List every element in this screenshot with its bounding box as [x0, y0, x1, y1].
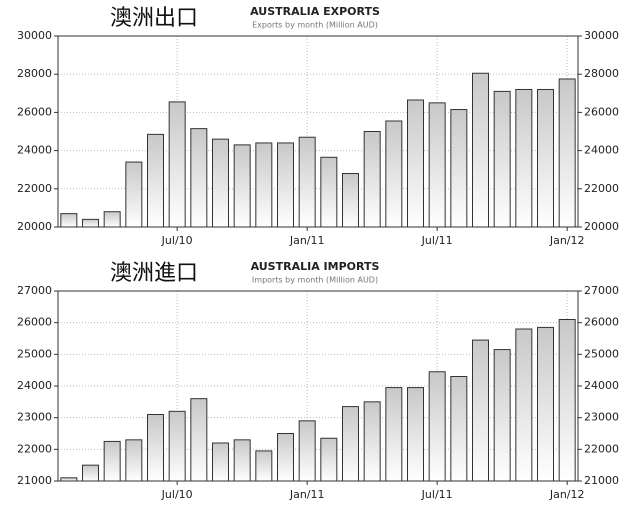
- chart-title: AUSTRALIA EXPORTS: [250, 5, 380, 18]
- y2-tick-label: 21000: [584, 474, 619, 487]
- bar: [190, 398, 208, 482]
- bar: [472, 339, 489, 482]
- plot-frame: [57, 35, 579, 228]
- y-tick-label: 26000: [17, 105, 52, 118]
- bar: [342, 406, 359, 482]
- y-tick-label: 21000: [17, 474, 52, 487]
- bar: [407, 99, 424, 228]
- y2-tick-label: 26000: [584, 316, 619, 329]
- y-tick-label: 20000: [17, 220, 52, 233]
- y-tick-label: 30000: [17, 29, 52, 42]
- x-tick-label: Jan/11: [289, 488, 325, 501]
- x-tick-label: Jan/12: [549, 234, 585, 247]
- bar: [233, 439, 251, 482]
- bar: [212, 442, 229, 482]
- annotation: 澳洲出口: [110, 6, 198, 31]
- y2-tick-label: 28000: [584, 67, 619, 80]
- bar: [320, 156, 338, 228]
- bar: [82, 218, 99, 228]
- bar: [537, 88, 554, 228]
- bar: [233, 144, 251, 228]
- bar: [125, 439, 143, 482]
- bar: [168, 410, 186, 482]
- y2-tick-label: 22000: [584, 182, 619, 195]
- bar: [298, 136, 316, 228]
- bar: [493, 349, 511, 482]
- bar: [385, 120, 403, 228]
- y2-tick-label: 25000: [584, 347, 619, 360]
- chart-subtitle: Imports by month (Million AUD): [252, 276, 378, 285]
- x-tick-label: Jan/11: [289, 234, 325, 247]
- y-tick-label: 25000: [17, 347, 52, 360]
- bar: [363, 401, 381, 482]
- plot-frame: [57, 290, 579, 482]
- bar: [450, 109, 468, 228]
- y-tick-label: 28000: [17, 67, 52, 80]
- y2-tick-label: 24000: [584, 144, 619, 157]
- x-tick-label: Jul/11: [421, 234, 453, 247]
- bar: [277, 433, 294, 482]
- bar: [472, 72, 489, 228]
- x-tick-label: Jul/11: [421, 488, 453, 501]
- y2-tick-label: 27000: [584, 284, 619, 297]
- bar: [212, 138, 229, 228]
- bar: [450, 376, 468, 482]
- bar: [320, 437, 338, 482]
- bar: [168, 101, 186, 228]
- bar: [147, 414, 164, 482]
- bar: [428, 102, 446, 228]
- bar: [255, 450, 273, 482]
- chart-title: AUSTRALIA IMPORTS: [251, 260, 380, 273]
- x-tick-label: Jan/12: [549, 488, 585, 501]
- y-tick-label: 27000: [17, 284, 52, 297]
- bar: [558, 78, 576, 228]
- bar: [342, 173, 359, 228]
- chart-subtitle: Exports by month (Million AUD): [252, 21, 378, 30]
- y2-tick-label: 30000: [584, 29, 619, 42]
- bar: [125, 161, 143, 228]
- y2-tick-label: 20000: [584, 220, 619, 233]
- y2-tick-label: 24000: [584, 379, 619, 392]
- bar: [103, 440, 121, 482]
- x-tick-label: Jul/10: [161, 488, 193, 501]
- y-tick-label: 24000: [17, 379, 52, 392]
- y-tick-label: 22000: [17, 182, 52, 195]
- bar: [60, 213, 78, 228]
- y-tick-label: 22000: [17, 442, 52, 455]
- y2-tick-label: 26000: [584, 105, 619, 118]
- y2-tick-label: 23000: [584, 411, 619, 424]
- bar: [515, 88, 533, 228]
- bar: [103, 211, 121, 228]
- x-tick-label: Jul/10: [161, 234, 193, 247]
- bar: [537, 326, 554, 482]
- bar: [493, 90, 511, 228]
- bar: [558, 319, 576, 482]
- bar: [428, 371, 446, 482]
- y-tick-label: 24000: [17, 144, 52, 157]
- bar: [515, 328, 533, 482]
- bar: [298, 420, 316, 482]
- y2-tick-label: 22000: [584, 442, 619, 455]
- annotation: 澳洲進口: [110, 261, 198, 286]
- y-tick-label: 26000: [17, 316, 52, 329]
- bar: [363, 131, 381, 228]
- bar: [82, 464, 99, 482]
- y-tick-label: 23000: [17, 411, 52, 424]
- bar: [385, 387, 403, 482]
- bar: [255, 142, 273, 228]
- bar: [147, 133, 164, 228]
- bar: [407, 387, 424, 482]
- bar: [190, 128, 208, 228]
- bar: [277, 142, 294, 228]
